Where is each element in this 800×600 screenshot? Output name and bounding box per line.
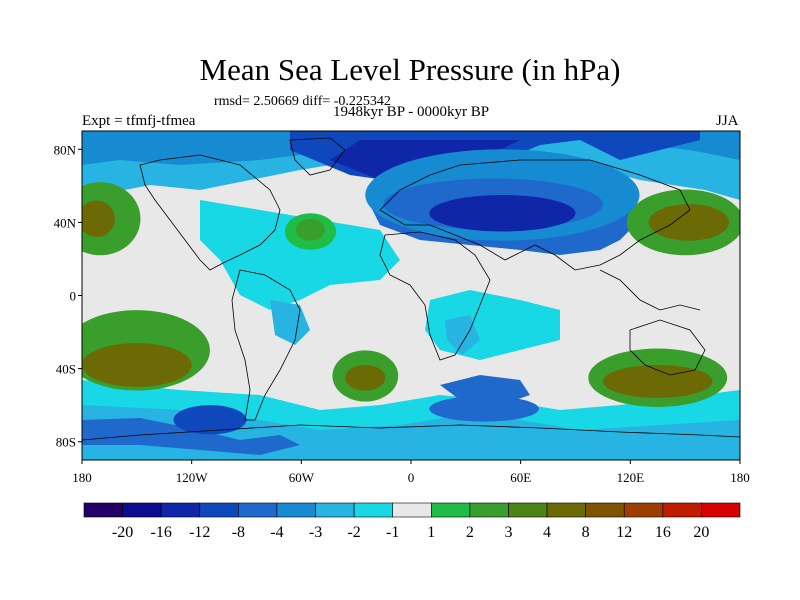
lat-tick-label: 80N — [54, 142, 77, 157]
colorbar-label: -12 — [189, 524, 210, 541]
colorbar-swatch — [701, 502, 741, 518]
australia-outline — [629, 319, 706, 376]
colorbar-swatch — [623, 502, 664, 518]
colorbar-label: -2 — [347, 524, 360, 541]
africa-outline — [379, 231, 491, 361]
lon-tick-label: 180 — [72, 470, 92, 485]
lon-tick-label: 180 — [730, 470, 750, 485]
colorbar-swatch — [546, 502, 586, 518]
colorbar-label: 8 — [582, 524, 590, 541]
south-pacific-high-core — [82, 343, 192, 387]
antarctica-outline — [82, 424, 740, 441]
colorbar-label: 12 — [616, 524, 632, 541]
europe-asia-outline — [379, 159, 691, 271]
colorbar-label: -3 — [309, 524, 322, 541]
colorbar-label: -8 — [232, 524, 245, 541]
colorbar-swatch — [353, 502, 394, 518]
colorbar-swatch — [430, 502, 471, 518]
south-pacific-low — [173, 405, 247, 435]
colorbar-label: -16 — [151, 524, 172, 541]
period-label: 1948kyr BP - 0000kyr BP — [332, 104, 490, 120]
chart-title: Mean Sea Level Pressure (in hPa) — [199, 52, 621, 87]
colorbar-label: 4 — [543, 524, 551, 541]
colorbar-label: 20 — [693, 524, 709, 541]
colorbar-label: 16 — [655, 524, 671, 541]
colorbar-swatch — [160, 502, 201, 518]
antarctic-coastal-low — [82, 418, 300, 455]
lon-tick-label: 0 — [408, 470, 415, 485]
colorbar-swatch — [585, 502, 625, 518]
colorbar-label: 2 — [466, 524, 474, 541]
atlantic-high-core — [295, 218, 326, 241]
southern-ocean-low — [429, 396, 539, 422]
southeast-asia-outline — [599, 269, 701, 311]
pressure-anomaly-regions — [82, 149, 740, 435]
rmsd-diff-stats: rmsd= 2.50669 diff= -0.225342 — [214, 94, 391, 109]
north-pacific-high-core — [82, 200, 115, 238]
colorbar-swatch — [199, 502, 239, 518]
longitude-ticks: 180 120W 60W 0 60E 120E 180 — [72, 460, 750, 485]
season-label: JJA — [716, 113, 739, 129]
colorbar: -20 -16 -12 -8 -4 -3 -2 -1 1 2 3 4 8 12 16 20 — [83, 502, 741, 541]
lat-tick-label: 40S — [56, 362, 76, 377]
colorbar-swatch — [315, 502, 355, 518]
lon-tick-label: 120E — [617, 470, 645, 485]
lon-tick-label: 120W — [176, 470, 209, 485]
lat-tick-label: 40N — [54, 215, 77, 230]
colorbar-swatch — [238, 502, 278, 518]
australia-high-core — [602, 364, 713, 398]
colorbar-swatch — [122, 502, 162, 518]
west-pacific-high-core — [648, 204, 730, 241]
colorbar-swatch — [83, 502, 123, 518]
greenland-outline — [289, 137, 346, 176]
colorbar-label: -20 — [112, 524, 133, 541]
colorbar-label: 3 — [504, 524, 512, 541]
south-atlantic-high-core — [345, 364, 386, 391]
latitude-ticks: 80N 40N 0 40S 80S — [54, 142, 82, 450]
eurasia-low-core — [429, 194, 576, 232]
colorbar-swatch — [469, 502, 509, 518]
colorbar-swatch — [508, 502, 548, 518]
madagascar-low — [445, 315, 480, 355]
colorbar-swatch — [276, 502, 316, 518]
tropical-atlantic-low — [200, 200, 400, 310]
north-america-outline — [139, 154, 281, 271]
south-america-outline — [231, 269, 301, 421]
lon-tick-label: 60E — [510, 470, 531, 485]
colorbar-swatch — [662, 502, 702, 518]
lat-tick-label: 80S — [56, 435, 76, 450]
experiment-label: Expt = tfmfj-tfmea — [82, 113, 196, 129]
colorbar-label: 1 — [427, 524, 435, 541]
lat-tick-label: 0 — [70, 289, 77, 304]
colorbar-label: -1 — [386, 524, 399, 541]
colorbar-swatch — [392, 502, 432, 518]
colorbar-label: -4 — [270, 524, 283, 541]
lon-tick-label: 60W — [289, 470, 315, 485]
continent-outlines — [82, 137, 740, 441]
